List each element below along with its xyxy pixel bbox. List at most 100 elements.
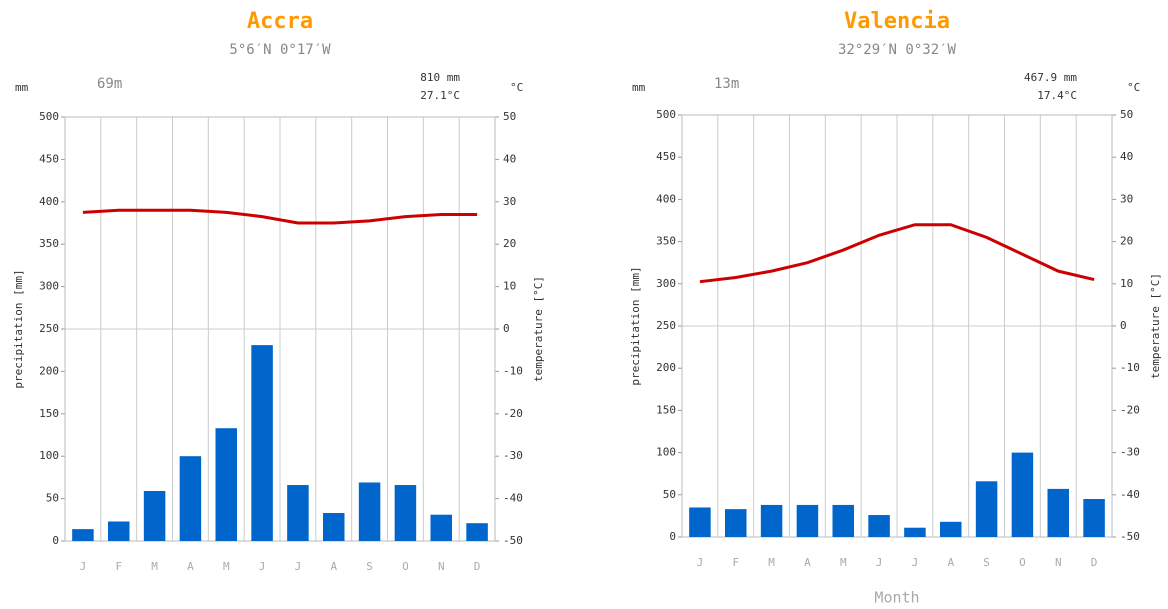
x-tick-label: N (438, 560, 445, 573)
y-tick-label: 150 (39, 407, 59, 420)
y2-tick-label: -50 (503, 534, 523, 547)
precipitation-bar (215, 428, 237, 541)
y-tick-label: 400 (39, 195, 59, 208)
y2-tick-label: -30 (503, 449, 523, 462)
y2-tick-label: -10 (1120, 361, 1140, 374)
y2-tick-label: -50 (1120, 530, 1140, 543)
y2-tick-label: -20 (503, 407, 523, 420)
precipitation-bar (940, 521, 962, 537)
y-tick-label: 300 (39, 280, 59, 293)
y-tick-label: 100 (39, 449, 59, 462)
y2-tick-label: 40 (1120, 150, 1133, 163)
precipitation-bar (725, 509, 747, 537)
x-tick-label: J (876, 556, 883, 569)
x-tick-label: D (474, 560, 481, 573)
mean-temperature: 27.1°C (420, 89, 460, 102)
y-tick-label: 300 (656, 277, 676, 290)
subtitle: 32°29′N 0°32′W (838, 42, 957, 58)
x-tick-label: N (1055, 556, 1062, 569)
elevation: 69m (97, 76, 122, 92)
y-tick-label: 250 (39, 322, 59, 335)
x-tick-label: J (697, 556, 704, 569)
x-tick-label: A (330, 560, 337, 573)
y-tick-label: 50 (46, 492, 59, 505)
y2-axis-label: temperature [°C] (1149, 273, 1162, 379)
y2-tick-label: -20 (1120, 403, 1140, 416)
y-tick-label: 400 (656, 192, 676, 205)
precipitation-bar (72, 529, 94, 541)
x-tick-label: M (223, 560, 230, 573)
temperature-line (82, 208, 478, 225)
elevation: 13m (714, 76, 739, 92)
y2-axis-label: temperature [°C] (532, 276, 545, 382)
precipitation-bar (1083, 499, 1105, 537)
x-tick-label: J (295, 560, 302, 573)
x-tick-label: M (840, 556, 847, 569)
y-tick-label: 500 (656, 108, 676, 121)
precipitation-bar (1047, 488, 1069, 537)
plot-frame (64, 116, 496, 542)
y-tick-label: 200 (39, 364, 59, 377)
precipitation-bar (1011, 452, 1034, 537)
y-tick-label: 100 (656, 446, 676, 459)
x-tick-label: S (366, 560, 373, 573)
y2-tick-label: -30 (1120, 446, 1140, 459)
precipitation-bar (358, 482, 381, 541)
y-unit: mm (15, 81, 29, 94)
y2-tick-label: -40 (503, 492, 523, 505)
total-precipitation: 467.9 mm (1024, 71, 1077, 84)
y2-tick-label: 20 (503, 237, 516, 250)
x-tick-label: S (983, 556, 990, 569)
y-tick-label: 250 (656, 319, 676, 332)
y2-tick-label: 10 (1120, 277, 1133, 290)
precipitation-bar (689, 507, 711, 537)
x-tick-label: M (151, 560, 158, 573)
precipitation-bar (108, 521, 130, 541)
x-tick-label: A (947, 556, 954, 569)
y2-tick-label: 50 (503, 110, 516, 123)
x-axis-label: Month (874, 589, 919, 607)
y-tick-label: 350 (39, 237, 59, 250)
x-tick-label: F (732, 556, 739, 569)
y-tick-label: 50 (663, 488, 676, 501)
precipitation-bar (143, 490, 166, 541)
y-tick-label: 450 (656, 150, 676, 163)
precipitation-bar (832, 504, 854, 537)
precipitation-bar (394, 485, 417, 541)
y2-tick-label: -10 (503, 364, 523, 377)
x-tick-label: A (187, 560, 194, 573)
precipitation-bar (466, 523, 488, 541)
precipitation-bar (430, 514, 452, 541)
y-tick-label: 150 (656, 403, 676, 416)
y-tick-label: 0 (52, 534, 59, 547)
x-tick-label: D (1091, 556, 1098, 569)
y2-tick-label: 30 (1120, 192, 1133, 205)
y-axis-label: precipitation [mm] (629, 266, 642, 385)
y2-tick-label: 40 (503, 152, 516, 165)
precipitation-bar (251, 345, 273, 541)
y2-tick-label: 0 (1120, 319, 1127, 332)
x-tick-label: A (804, 556, 811, 569)
x-tick-label: O (402, 560, 409, 573)
precipitation-bar (975, 481, 998, 537)
total-precipitation: 810 mm (420, 71, 460, 84)
y-tick-label: 500 (39, 110, 59, 123)
subtitle: 5°6′N 0°17′W (229, 42, 331, 58)
chart-title: Accra (247, 9, 313, 34)
x-tick-label: M (768, 556, 775, 569)
x-tick-label: J (912, 556, 919, 569)
y2-tick-label: 50 (1120, 108, 1133, 121)
precipitation-bar (796, 504, 819, 537)
chart-title: Valencia (844, 9, 950, 34)
x-tick-label: J (259, 560, 266, 573)
y2-tick-label: 10 (503, 280, 516, 293)
y2-tick-label: 30 (503, 195, 516, 208)
precipitation-bar (179, 456, 202, 541)
y2-unit: °C (510, 81, 523, 94)
precipitation-bar (868, 515, 890, 537)
y-tick-label: 350 (656, 235, 676, 248)
mean-temperature: 17.4°C (1037, 89, 1077, 102)
y-axis-label: precipitation [mm] (12, 269, 25, 388)
x-tick-label: O (1019, 556, 1026, 569)
